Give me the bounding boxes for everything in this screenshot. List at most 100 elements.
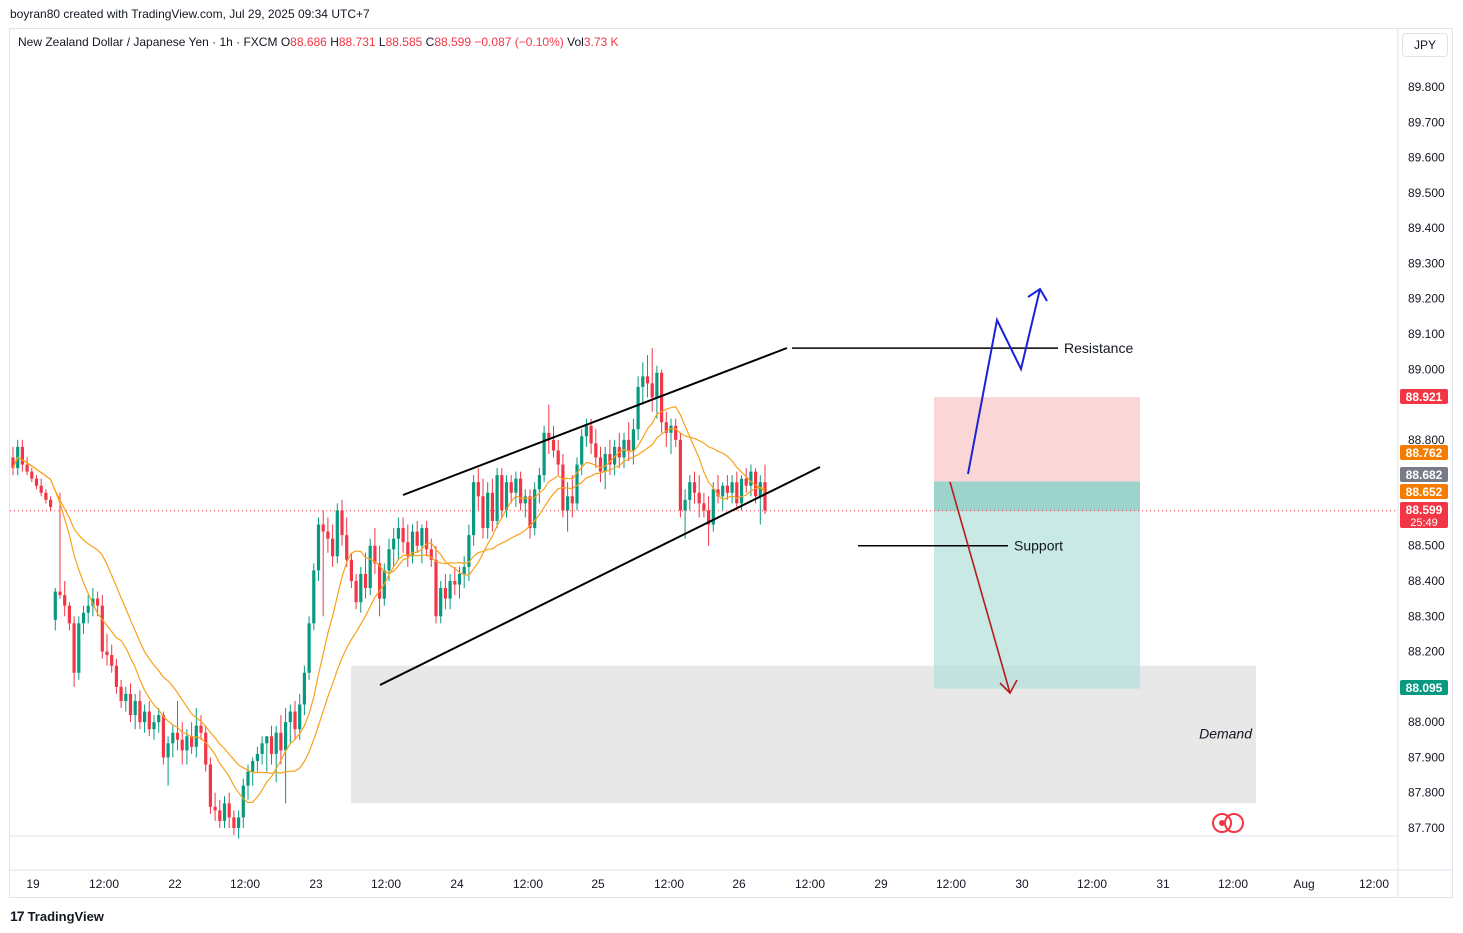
candle-body (523, 496, 527, 504)
candle-body (608, 453, 612, 465)
time-tick-label: 12:00 (654, 877, 684, 891)
candle-body (697, 492, 701, 504)
time-tick-label: 30 (1015, 877, 1029, 891)
candle-body (284, 722, 288, 751)
price-badge-label: 88.762 (1406, 446, 1443, 460)
open-label: O (280, 35, 291, 49)
bearish-scenario-arrow (949, 481, 1011, 694)
candle-body (598, 457, 603, 472)
channel-upper-line (402, 347, 788, 496)
candle-body (25, 464, 29, 472)
candle-body (707, 510, 711, 525)
candle-body (105, 651, 109, 656)
bullish-scenario-arrow (967, 288, 1041, 475)
candle-body (645, 376, 650, 384)
candle-body (143, 711, 147, 723)
price-tick-label: 88.300 (1408, 609, 1445, 623)
price-badge (1400, 445, 1448, 460)
candle-body (575, 464, 579, 504)
price-badge-label: 88.652 (1406, 485, 1443, 499)
price-tick-label: 88.800 (1408, 433, 1445, 447)
candle-body (213, 806, 217, 811)
candle-body (11, 457, 15, 469)
price-tick-label: 88.400 (1408, 574, 1445, 588)
candle-body (650, 383, 654, 398)
candle-body (749, 471, 753, 486)
candle-body (30, 471, 34, 479)
candle-body (519, 478, 523, 504)
chart-frame (9, 28, 1453, 898)
candle-body (631, 429, 635, 451)
time-tick-label: 12:00 (230, 877, 260, 891)
volume-value: 3.73 K (583, 35, 619, 49)
candle-body (241, 785, 245, 818)
replay-icon-dot (1219, 820, 1225, 826)
candle-body (392, 538, 396, 550)
candle-body (655, 372, 659, 398)
candle-body (551, 439, 556, 451)
candle-body (312, 570, 316, 624)
currency-button[interactable]: JPY (1402, 33, 1448, 57)
candle-body (100, 605, 104, 652)
candle-body (580, 436, 584, 465)
candle-body (547, 432, 551, 440)
candle-body (457, 573, 462, 585)
candle-body (246, 771, 250, 786)
candle-body (636, 386, 640, 430)
candle-body (594, 443, 598, 458)
tradingview-brand[interactable]: 17 TradingView (10, 908, 104, 924)
candle-body (53, 591, 57, 620)
candle-body (570, 496, 574, 504)
candle-body (34, 478, 39, 486)
candle-body (227, 803, 231, 818)
price-tick-label: 89.100 (1408, 327, 1445, 341)
price-badge-label: 88.682 (1406, 468, 1443, 482)
time-tick-label: 12:00 (513, 877, 543, 891)
candle-body (486, 492, 490, 529)
candle-body (138, 700, 142, 723)
candle-body (326, 531, 330, 539)
replay-icon-ring (1224, 813, 1244, 833)
time-tick-label: 31 (1156, 877, 1170, 891)
candle-body (58, 591, 62, 596)
candle-body (683, 499, 687, 511)
candle-body (161, 715, 165, 758)
candle-body (528, 496, 532, 529)
candle-body (566, 496, 570, 511)
stop-loss-zone (934, 397, 1140, 482)
candle-body (251, 760, 255, 772)
countdown-label: 25:49 (1410, 517, 1438, 529)
candle-body (434, 559, 438, 617)
candle-body (613, 446, 617, 465)
candle-body (269, 736, 274, 754)
high-value: 88.731 (338, 35, 376, 49)
candle-body (702, 503, 706, 511)
candle-body (754, 471, 758, 497)
tradingview-logo-icon: 17 (10, 908, 25, 924)
candle-body (481, 496, 485, 529)
change-value: −0.087 (−0.10%) (474, 35, 564, 49)
candle-body (739, 478, 744, 504)
candle-body (363, 573, 368, 589)
candle-body (86, 605, 90, 613)
candle-body (288, 711, 292, 723)
close-value: 88.599 (434, 35, 472, 49)
price-tick-label: 89.200 (1408, 292, 1445, 306)
candle-body (72, 623, 76, 673)
candle-body (307, 623, 311, 673)
candle-body (509, 482, 513, 493)
candle-body (77, 623, 81, 673)
price-badge-label: 88.921 (1406, 390, 1443, 404)
candle-body (678, 439, 682, 511)
price-tick-label: 89.700 (1408, 115, 1445, 129)
candle-body (194, 725, 198, 747)
candle-body (373, 545, 377, 564)
candle-body (453, 581, 457, 585)
low-label: L (378, 35, 386, 49)
high-label: H (330, 35, 339, 49)
open-pnl-zone (934, 481, 1140, 511)
candle-body (410, 531, 415, 557)
candle-body (237, 817, 241, 828)
candle-body (533, 489, 537, 529)
